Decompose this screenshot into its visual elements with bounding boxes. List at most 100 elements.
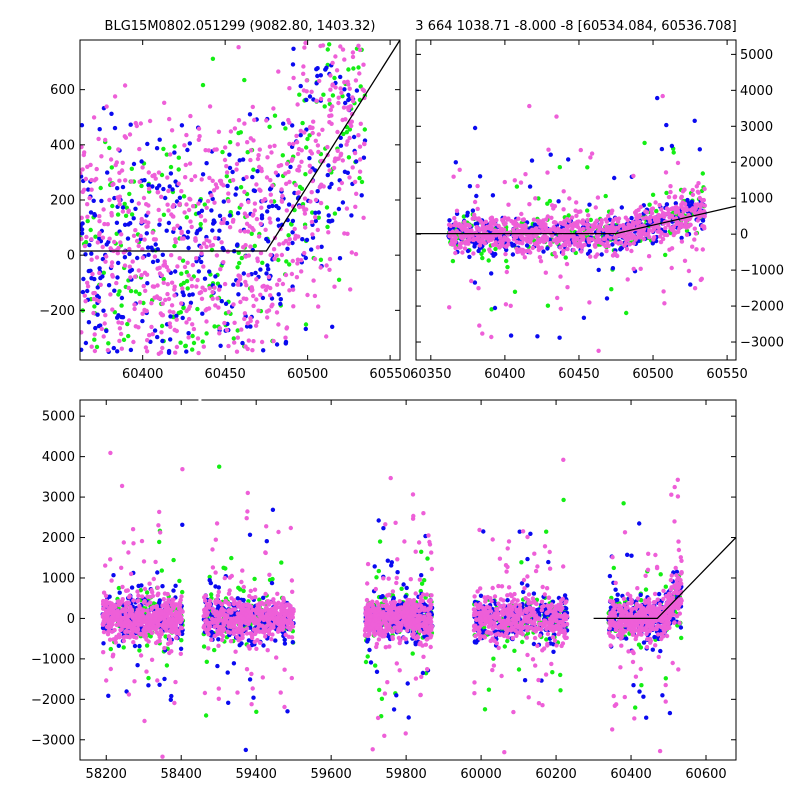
data-point <box>247 677 253 682</box>
data-point <box>251 212 256 217</box>
data-point <box>184 349 189 354</box>
data-point <box>538 238 544 243</box>
data-point <box>309 247 314 252</box>
data-point <box>120 184 126 190</box>
data-point <box>186 331 191 336</box>
data-point <box>109 111 114 117</box>
data-point <box>90 271 95 277</box>
data-point <box>146 210 151 215</box>
data-point <box>173 583 178 588</box>
data-point <box>80 236 84 242</box>
data-point <box>168 152 173 157</box>
data-point <box>300 120 305 126</box>
data-point <box>89 251 94 256</box>
data-point <box>543 222 548 227</box>
data-point <box>186 335 191 340</box>
data-point <box>251 227 256 233</box>
data-point <box>207 175 212 181</box>
data-point <box>580 218 586 223</box>
data-point <box>212 200 217 205</box>
data-point <box>184 279 190 284</box>
data-point <box>374 575 379 580</box>
data-point <box>631 266 636 272</box>
data-point <box>321 92 326 97</box>
data-point <box>302 211 308 216</box>
data-point <box>248 244 253 249</box>
data-point <box>447 233 452 239</box>
data-point <box>480 221 485 226</box>
data-point <box>251 339 256 344</box>
data-point <box>550 670 555 675</box>
data-point <box>149 324 154 330</box>
data-point <box>487 249 493 254</box>
data-point <box>586 213 591 218</box>
data-point <box>337 186 342 192</box>
data-point <box>215 663 220 669</box>
data-point <box>419 549 424 554</box>
data-point <box>329 121 334 127</box>
data-point <box>492 221 498 227</box>
data-point <box>356 43 361 48</box>
data-point <box>177 195 183 200</box>
data-point <box>188 300 194 305</box>
data-point <box>531 641 537 647</box>
data-point <box>472 212 477 217</box>
data-point <box>502 644 507 649</box>
data-point <box>610 266 616 271</box>
data-point <box>516 216 521 221</box>
data-point <box>242 77 247 83</box>
data-point <box>669 265 674 271</box>
data-point <box>115 275 120 280</box>
data-point <box>497 235 503 240</box>
data-point <box>692 118 697 124</box>
data-point <box>222 157 228 163</box>
data-point <box>302 207 307 213</box>
data-point <box>239 255 244 261</box>
data-point <box>117 326 123 331</box>
data-point <box>489 215 495 220</box>
data-point <box>314 98 319 104</box>
data-point <box>604 296 610 301</box>
data-point <box>119 346 125 351</box>
data-point <box>196 269 201 274</box>
data-point <box>649 207 654 212</box>
data-point <box>216 236 221 241</box>
data-point <box>519 211 524 217</box>
data-point <box>216 637 221 642</box>
data-point <box>631 173 636 179</box>
data-point <box>596 267 601 273</box>
data-point <box>216 305 221 310</box>
data-point <box>391 707 397 712</box>
data-point <box>137 291 142 297</box>
data-point <box>692 237 697 242</box>
data-point <box>298 83 303 89</box>
data-point <box>553 254 559 259</box>
data-point <box>342 80 347 85</box>
data-point <box>637 235 643 240</box>
data-point <box>257 147 262 152</box>
data-point <box>85 214 90 219</box>
data-point <box>651 235 657 240</box>
data-point <box>358 121 363 127</box>
data-point <box>265 263 270 268</box>
data-point <box>326 230 331 235</box>
data-point <box>131 339 136 345</box>
data-point <box>158 350 164 355</box>
data-point <box>467 254 472 260</box>
data-point <box>283 171 288 176</box>
data-point <box>256 308 261 313</box>
data-point <box>157 265 162 270</box>
data-point <box>152 328 158 333</box>
data-point <box>160 313 166 318</box>
data-point <box>342 87 347 92</box>
data-point <box>185 235 190 240</box>
data-point <box>199 177 204 182</box>
data-point <box>253 270 258 276</box>
data-point <box>291 75 296 81</box>
panel-top-left-points <box>80 40 368 356</box>
data-point <box>590 237 595 242</box>
x-tick-label: 60500 <box>632 367 673 382</box>
data-point <box>340 200 346 205</box>
data-point <box>555 237 560 242</box>
data-point <box>510 243 515 248</box>
